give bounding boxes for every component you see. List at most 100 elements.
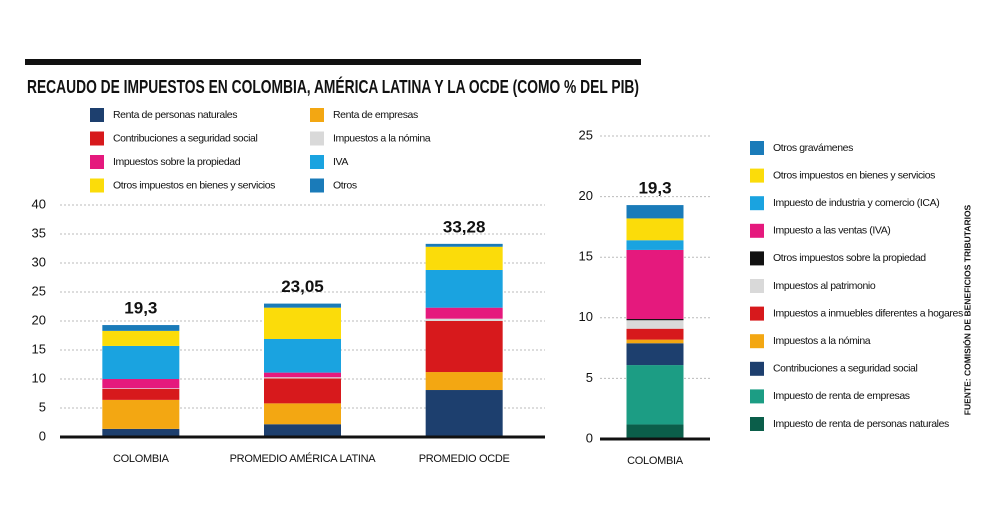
bar-segment [425,246,503,270]
bar-segment [102,345,180,379]
legend-swatch [750,306,764,321]
bar-segment [425,390,503,437]
bar-segment [425,321,503,373]
legend-swatch [90,155,104,169]
legend-swatch [310,108,324,122]
bar-segment [264,403,341,425]
bar-segment [626,320,684,329]
bar-segment [102,325,180,331]
total-label: 19,3 [638,179,671,198]
bar-segment [425,269,503,308]
y-tick-label: 30 [32,254,46,269]
legend-label: Renta de personas naturales [113,109,237,121]
legend-label: Impuesto de industria y comercio (ICA) [773,197,939,209]
bar-segment [626,343,684,366]
title: RECAUDO DE IMPUESTOS EN COLOMBIA, AMÉRIC… [27,76,639,97]
legend-label: Otros [333,179,357,191]
bar-segment [264,377,341,379]
bar-segment [102,399,180,429]
legend-swatch [750,141,764,155]
legend-swatch [750,361,764,376]
y-tick-label: 25 [579,127,593,142]
title-rule [25,59,641,65]
legend-label: Contribuciones a seguridad social [113,132,257,144]
bar-segment [102,379,180,389]
legend-label: Otros impuestos en bienes y servicios [773,169,935,181]
legend-swatch [750,334,764,349]
legend-swatch [90,131,104,146]
legend-label: Impuesto de renta de empresas [773,390,910,402]
bar-segment [626,218,684,241]
x-tick-label: COLOMBIA [113,453,170,465]
bar-segment [264,424,341,437]
source: FUENTE: COMISIÓN DE BENEFICIOS TRIBUTARI… [961,204,972,415]
total-label: 23,05 [281,277,324,296]
legend-label: Impuestos al patrimonio [773,280,876,292]
legend-swatch [310,155,324,169]
y-tick-label: 0 [586,430,593,445]
bar-segment [626,249,684,320]
bar-segment [264,378,341,404]
x-tick-label: PROMEDIO OCDE [419,453,510,465]
bar-segment [264,338,341,373]
legend-swatch [90,108,104,122]
legend-label: Impuestos a inmuebles diferentes a hogar… [773,307,963,319]
bar-segment [102,330,180,346]
bar-segment [264,307,341,339]
y-tick-label: 5 [586,370,593,385]
bar-segment [425,243,503,247]
x-tick-label: PROMEDIO AMÉRICA LATINA [230,452,377,465]
x-tick-label: COLOMBIA [627,455,684,467]
bar-segment [626,328,684,340]
bar-segment [626,339,684,344]
bar-segment [425,307,503,319]
legend-swatch [310,131,324,146]
legend-swatch [750,389,764,404]
legend-label: Impuesto de renta de personas naturales [773,418,949,430]
legend-swatch [310,178,324,193]
legend-label: Otros impuestos sobre la propiedad [773,252,926,264]
y-tick-label: 35 [32,225,46,240]
y-tick-label: 20 [32,312,46,327]
bar-segment [626,365,684,425]
legend-label: Impuestos a la nómina [333,132,431,144]
y-tick-label: 15 [579,249,593,264]
legend-label: Otros gravámenes [773,142,853,154]
y-tick-label: 0 [39,428,46,443]
legend-label: Otros impuestos en bienes y servicios [113,179,275,191]
bar-segment [102,428,180,437]
legend-swatch [750,251,764,266]
y-tick-label: 5 [39,399,46,414]
y-tick-label: 20 [579,188,593,203]
bar-segment [626,240,684,250]
legend-swatch [90,178,104,193]
legend-label: Impuesto a las ventas (IVA) [773,225,890,237]
bar-segment [626,424,684,439]
legend-swatch [750,279,764,293]
legend-swatch [750,196,764,211]
legend-swatch [750,417,764,431]
bar-segment [264,303,341,308]
legend-label: Impuestos a la nómina [773,335,871,347]
y-tick-label: 10 [579,309,593,324]
y-tick-label: 10 [32,370,46,385]
y-tick-label: 25 [32,283,46,298]
bar-segment [102,388,180,400]
bar-segment [425,372,503,391]
legend-swatch [750,168,764,183]
legend-label: Impuestos sobre la propiedad [113,156,241,168]
total-label: 19,3 [124,299,157,318]
bar-segment [626,319,684,321]
legend-label: Renta de empresas [333,109,418,121]
legend-label: Contribuciones a seguridad social [773,363,917,375]
bar-segment [425,318,503,321]
y-tick-label: 15 [32,341,46,356]
bar-segment [102,388,180,389]
total-label: 33,28 [443,217,486,236]
bar-segment [264,372,341,378]
y-tick-label: 40 [32,196,46,211]
bar-segment [626,205,684,219]
legend-label: IVA [333,156,348,168]
legend-swatch [750,223,764,238]
